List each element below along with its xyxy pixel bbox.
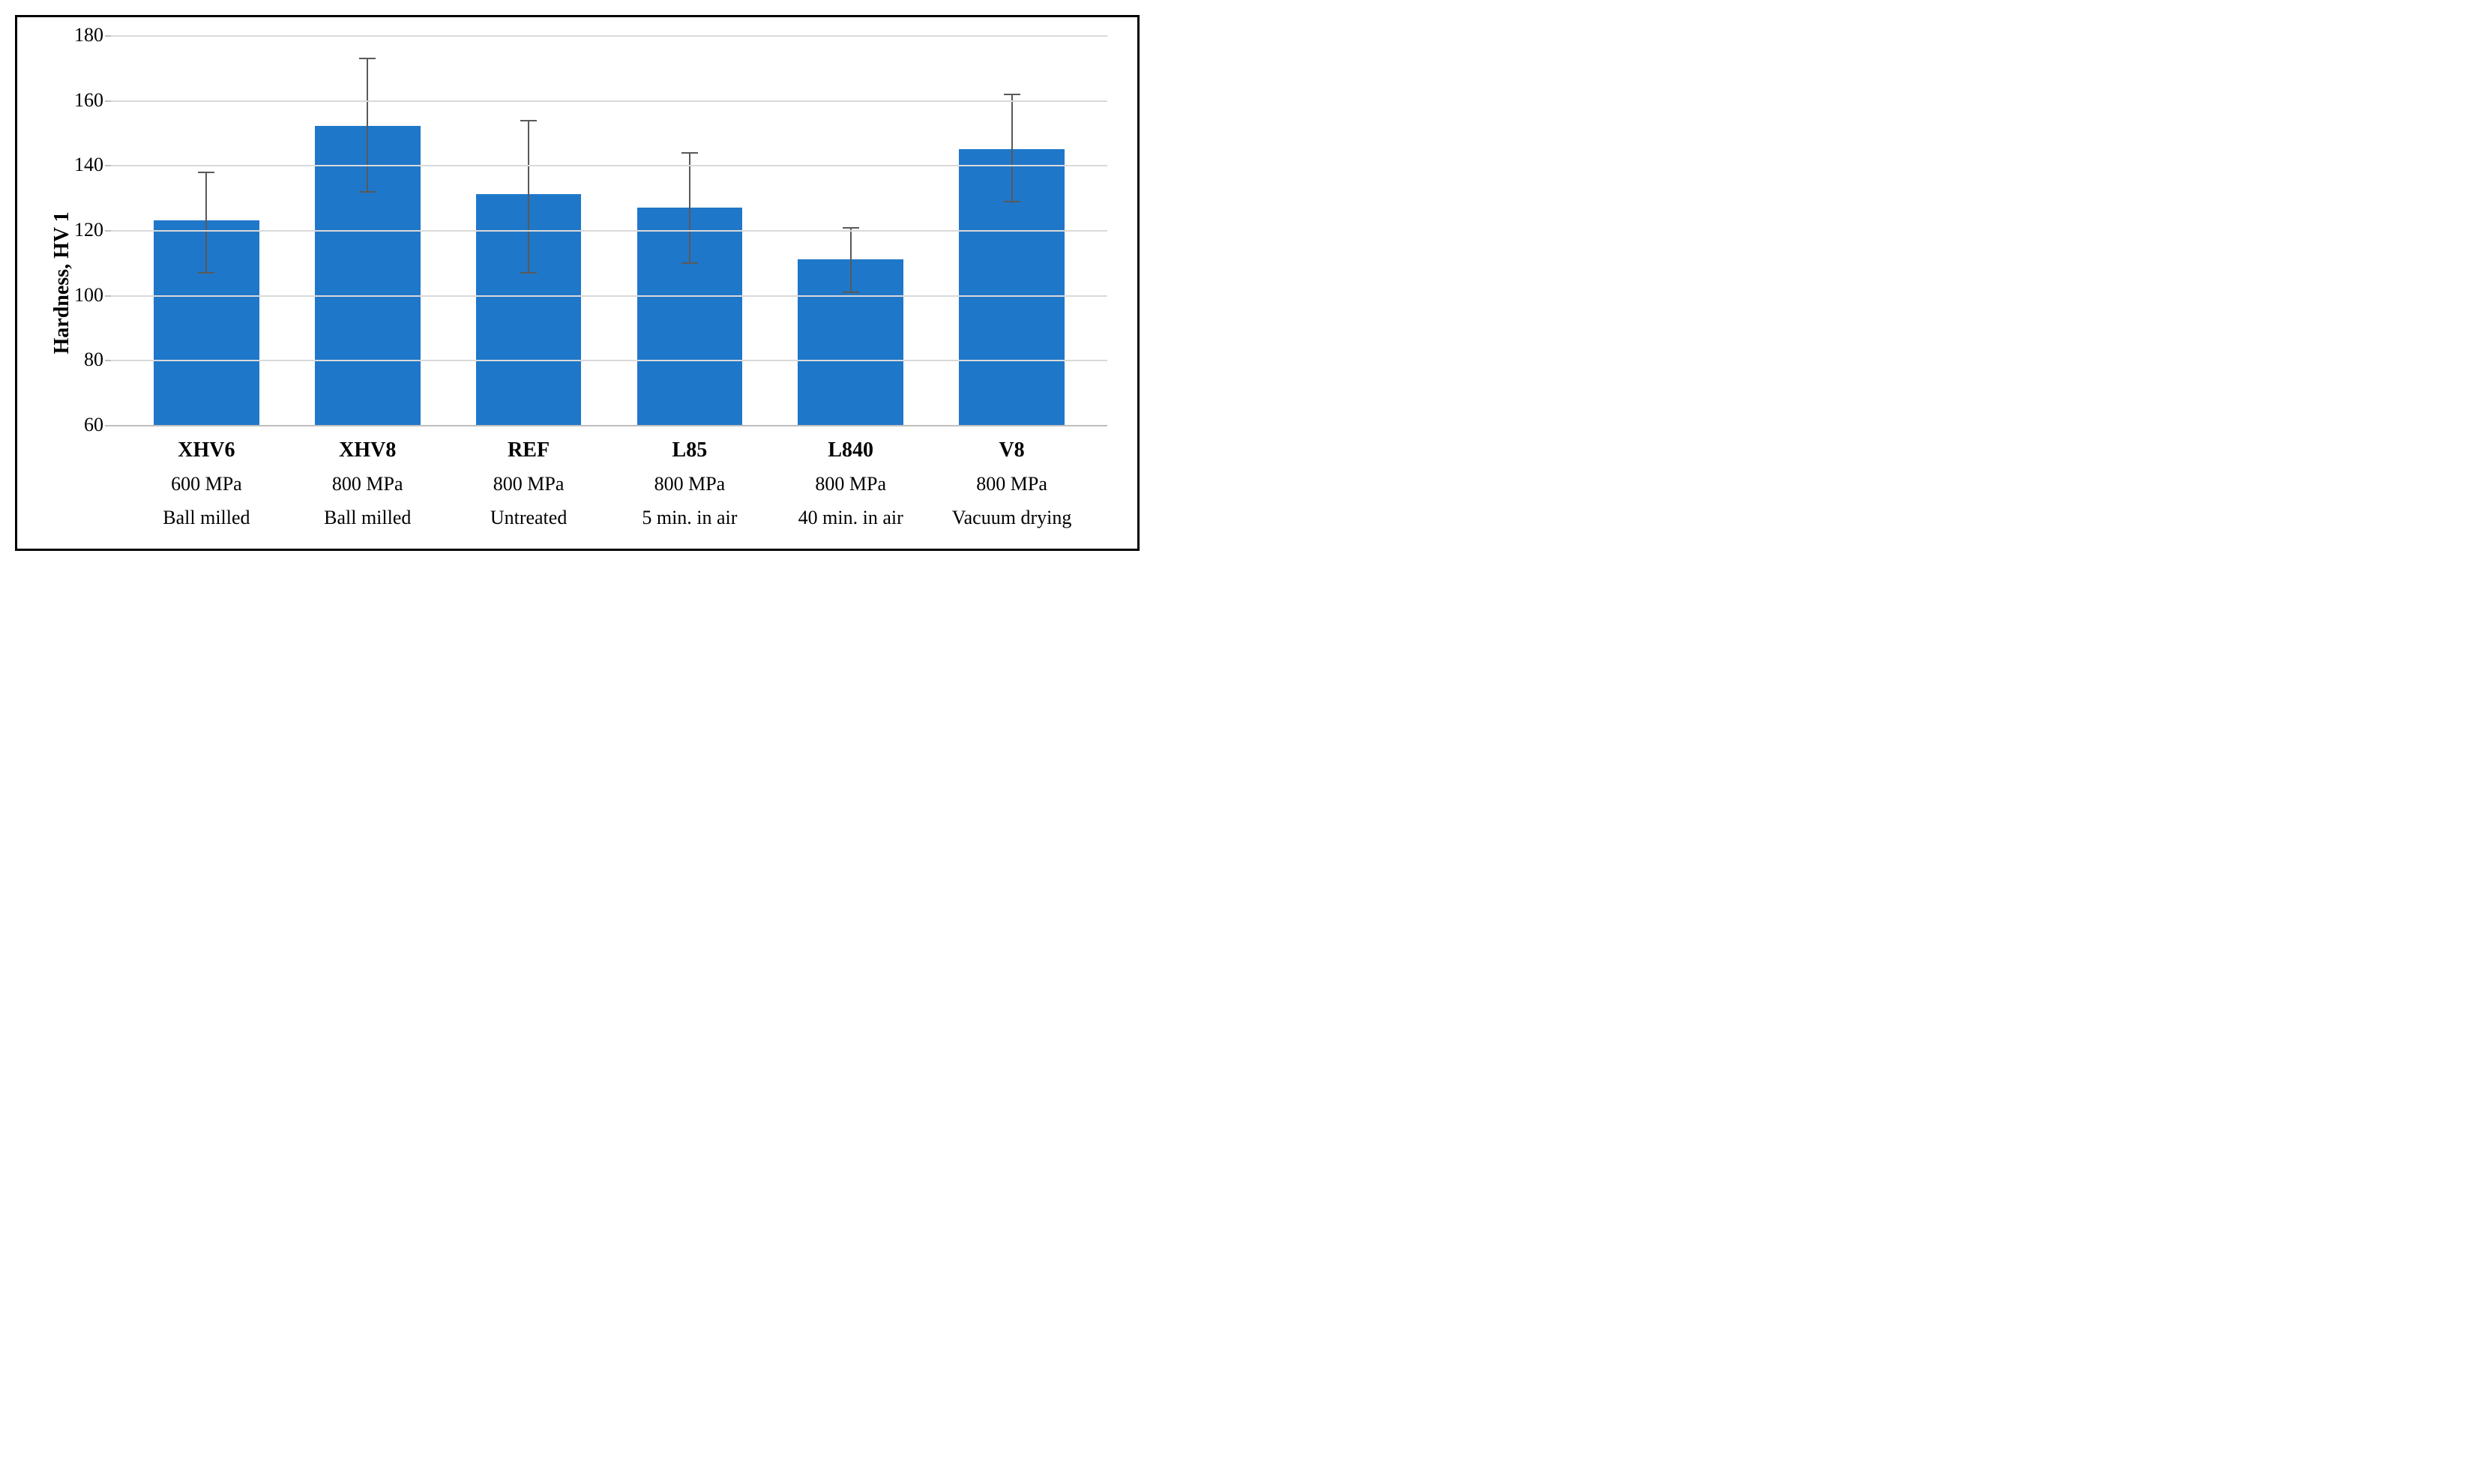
x-category: L840 800 MPa 40 min. in air (783, 438, 918, 531)
error-bar-cap (520, 120, 537, 121)
y-tick-mark (105, 425, 111, 426)
error-bar (528, 120, 529, 273)
x-category: L85 800 MPa 5 min. in air (622, 438, 757, 531)
x-category-name: L85 (622, 438, 757, 462)
error-bar-cap (198, 172, 214, 173)
x-category-treatment: Ball milled (300, 506, 435, 531)
gridline (111, 360, 1107, 361)
x-category-pressure: 600 MPa (139, 473, 274, 495)
x-category: V8 800 MPa Vacuum drying (944, 438, 1079, 531)
gridline (111, 230, 1107, 232)
error-bar-cap (843, 292, 859, 293)
gridline (111, 35, 1107, 37)
x-category-treatment: Vacuum drying (944, 506, 1079, 531)
x-category-pressure: 800 MPa (622, 473, 757, 495)
x-category-name: REF (461, 438, 596, 462)
error-bar-cap (359, 58, 376, 59)
y-tick-mark (105, 295, 111, 297)
error-bar-cap (359, 191, 376, 193)
error-bar (367, 58, 368, 191)
x-category: XHV8 800 MPa Ball milled (300, 438, 435, 531)
x-category: REF 800 MPa Untreated (461, 438, 596, 531)
error-bar-cap (1004, 201, 1020, 202)
error-bar (850, 227, 852, 292)
y-tick-mark (105, 165, 111, 166)
plot-region (111, 35, 1107, 426)
x-category-pressure: 800 MPa (944, 473, 1079, 495)
y-tick-mark (105, 100, 111, 102)
plot-wrapper: XHV6 600 MPa Ball milled XHV8 800 MPa Ball mi… (111, 35, 1107, 531)
x-category-treatment: 5 min. in air (622, 506, 757, 531)
error-bar-cap (520, 272, 537, 274)
x-category-treatment: Ball milled (139, 506, 274, 531)
gridline (111, 100, 1107, 102)
error-bar (205, 172, 207, 272)
x-category-pressure: 800 MPa (783, 473, 918, 495)
x-category-name: V8 (944, 438, 1079, 462)
x-category-pressure: 800 MPa (300, 473, 435, 495)
x-category-name: L840 (783, 438, 918, 462)
error-bar-cap (681, 152, 698, 154)
x-axis-labels: XHV6 600 MPa Ball milled XHV8 800 MPa Ball mi… (111, 438, 1107, 531)
y-axis-label: Hardness, HV 1 (47, 35, 74, 531)
x-category-treatment: Untreated (461, 506, 596, 531)
error-bar-cap (843, 227, 859, 229)
gridline (111, 295, 1107, 297)
gridline (111, 165, 1107, 166)
y-tick-mark (105, 230, 111, 232)
chart-frame: Hardness, HV 1 1801601401201008060 XHV66… (15, 15, 1140, 551)
y-tick-mark (105, 360, 111, 361)
y-tick-mark (105, 35, 111, 37)
x-category-name: XHV8 (300, 438, 435, 462)
x-category-name: XHV6 (139, 438, 274, 462)
x-category-pressure: 800 MPa (461, 473, 596, 495)
chart-area: Hardness, HV 1 1801601401201008060 XHV66… (47, 35, 1107, 531)
x-category: XHV6 600 MPa Ball milled (139, 438, 274, 531)
error-bar-cap (681, 262, 698, 264)
error-bar-cap (198, 272, 214, 274)
x-category-treatment: 40 min. in air (783, 506, 918, 531)
error-bar (689, 152, 690, 262)
error-bar-cap (1004, 94, 1020, 95)
gridline (111, 425, 1107, 426)
error-bar (1011, 94, 1013, 201)
